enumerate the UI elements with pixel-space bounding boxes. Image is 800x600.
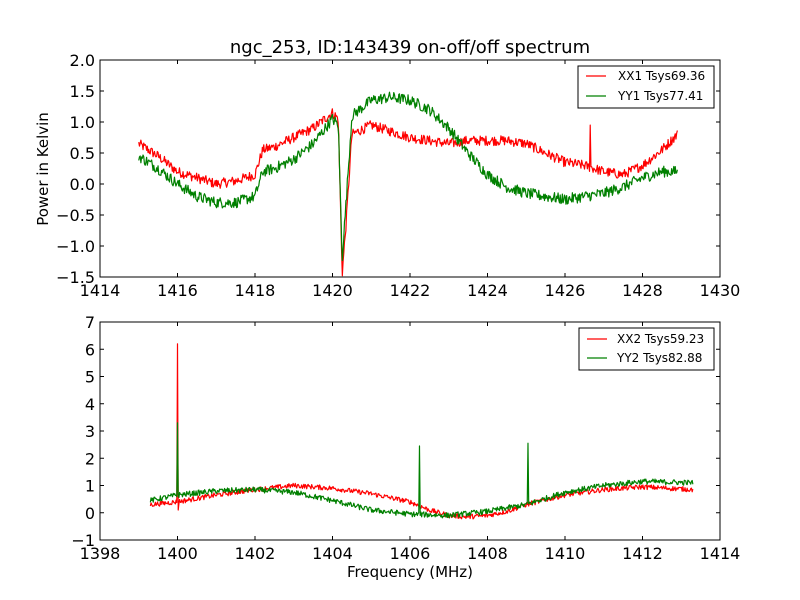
top-ticks: 1414 1416 1418 1420 1422 1424 1426 1428 1430 −1.5… (56, 51, 740, 300)
y-tick-label: 6 (85, 340, 95, 359)
x-tick-label: 1422 (390, 281, 431, 300)
x-tick-label: 1430 (700, 281, 741, 300)
legend-label-xx1: XX1 Tsys69.36 (618, 69, 705, 83)
x-tick-label: 1408 (467, 544, 508, 563)
top-series-layer (138, 91, 678, 277)
y-tick-label: 7 (85, 313, 95, 332)
x-tick-label: 1418 (235, 281, 276, 300)
x-tick-label: 1416 (157, 281, 198, 300)
x-tick-label: 1398 (80, 544, 121, 563)
x-tick-label: 1406 (390, 544, 431, 563)
y-tick-label: −1.5 (56, 268, 95, 287)
legend-label-xx2: XX2 Tsys59.23 (617, 332, 704, 346)
bottom-legend-box (578, 327, 715, 371)
x-tick-label: 1400 (157, 544, 198, 563)
y-tick-label: 1.0 (70, 113, 95, 132)
top-legend-box (577, 65, 715, 109)
x-tick-label: 1428 (622, 281, 663, 300)
bottom-legend: XX2 Tsys59.23 YY2 Tsys82.88 (578, 327, 715, 371)
x-tick-label: 1404 (312, 544, 353, 563)
y-tick-label: 1 (85, 477, 95, 496)
y-tick-label: −1.0 (56, 237, 95, 256)
x-tick-label: 1414 (80, 281, 121, 300)
chart-title: ngc_253, ID:143439 on-off/off spectrum (230, 37, 590, 58)
x-tick-label: 1426 (545, 281, 586, 300)
top-subplot: ngc_253, ID:143439 on-off/off spectrum P… (34, 37, 740, 300)
bottom-ticks: 1398 1400 1402 1404 1406 1408 1410 1412 1414 −1 0 1… (71, 313, 740, 563)
y-tick-label: −0.5 (56, 206, 95, 225)
y-tick-label: 4 (85, 395, 95, 414)
legend-label-yy2: YY2 Tsys82.88 (616, 351, 702, 365)
x-tick-label: 1412 (622, 544, 663, 563)
y-tick-label: 5 (85, 368, 95, 387)
bottom-series-layer (149, 343, 694, 520)
y-tick-label: −1 (71, 531, 95, 550)
y-tick-label: 0.5 (70, 144, 95, 163)
series-line-xx2 (149, 343, 694, 520)
y-tick-label: 0 (85, 504, 95, 523)
x-tick-label: 1414 (700, 544, 741, 563)
series-line-xx1 (138, 108, 678, 277)
x-tick-label: 1402 (235, 544, 276, 563)
y-tick-label: 3 (85, 422, 95, 441)
x-tick-label: 1424 (467, 281, 508, 300)
y-tick-label: 2.0 (70, 51, 95, 70)
x-tick-label: 1420 (312, 281, 353, 300)
y-tick-label: 2 (85, 449, 95, 468)
x-tick-label: 1410 (545, 544, 586, 563)
bottom-subplot: Frequency (MHz) 1398 1400 1402 1404 1406 1408… (71, 313, 740, 581)
top-legend: XX1 Tsys69.36 YY1 Tsys77.41 (577, 65, 715, 109)
y-axis-label: Power in Kelvin (34, 112, 52, 226)
y-tick-label: 1.5 (70, 82, 95, 101)
legend-label-yy1: YY1 Tsys77.41 (617, 89, 703, 103)
series-line-yy2 (149, 422, 694, 519)
x-axis-label: Frequency (MHz) (347, 563, 473, 581)
y-tick-label: 0.0 (70, 175, 95, 194)
series-line-yy1 (138, 91, 678, 262)
